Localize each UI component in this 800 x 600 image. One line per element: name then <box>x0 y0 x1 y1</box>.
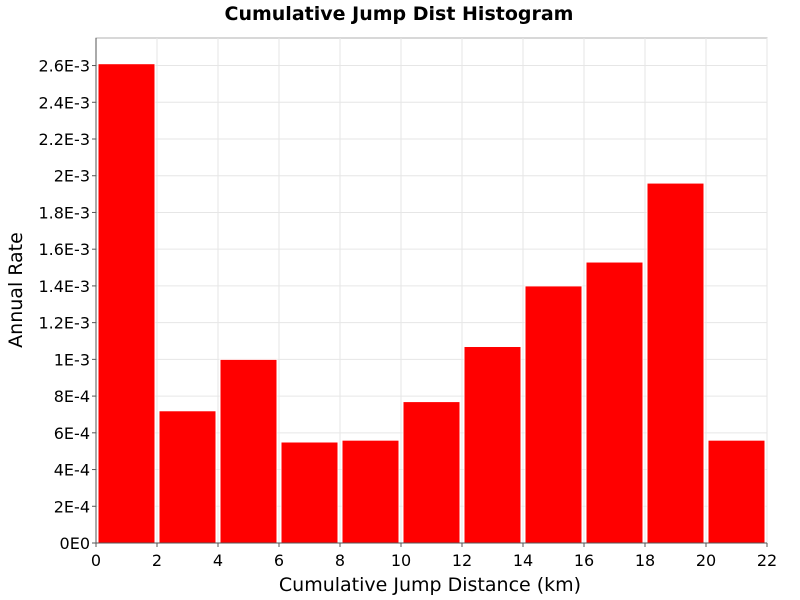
histogram-bar <box>646 182 705 544</box>
x-tick-label: 6 <box>274 551 284 570</box>
x-tick-label: 20 <box>696 551 716 570</box>
histogram-bar <box>402 401 461 544</box>
y-tick-label: 8E-4 <box>54 387 90 406</box>
y-tick-label: 1E-3 <box>54 350 90 369</box>
y-tick-label: 1.8E-3 <box>38 203 90 222</box>
x-axis-label: Cumulative Jump Distance (km) <box>279 574 581 596</box>
x-tick-label: 14 <box>513 551 533 570</box>
y-tick-label: 4E-4 <box>54 461 90 480</box>
histogram-bar <box>463 346 522 544</box>
y-tick-label: 6E-4 <box>54 424 90 443</box>
y-tick-label: 1.2E-3 <box>38 314 90 333</box>
histogram-bar <box>280 441 339 544</box>
y-tick-label: 1.4E-3 <box>38 277 90 296</box>
x-tick-label: 8 <box>335 551 345 570</box>
y-tick-label: 2.6E-3 <box>38 57 90 76</box>
histogram-bar <box>524 285 583 544</box>
y-tick-label: 2E-3 <box>54 167 90 186</box>
y-axis-label: Annual Rate <box>5 232 27 348</box>
x-tick-label: 2 <box>152 551 162 570</box>
bars <box>97 63 766 544</box>
histogram-bar <box>158 410 217 544</box>
x-tick-label: 22 <box>757 551 777 570</box>
y-tick-label: 1.6E-3 <box>38 240 90 259</box>
y-tick-label: 0E0 <box>60 534 90 553</box>
histogram-bar <box>585 261 644 544</box>
x-tick-label: 4 <box>213 551 223 570</box>
y-tick-label: 2E-4 <box>54 497 90 516</box>
y-tick-label: 2.4E-3 <box>38 93 90 112</box>
x-tick-label: 10 <box>391 551 411 570</box>
x-tick-label: 18 <box>635 551 655 570</box>
x-tick-label: 16 <box>574 551 594 570</box>
x-tick-label: 0 <box>91 551 101 570</box>
chart-title: Cumulative Jump Dist Histogram <box>225 3 574 25</box>
axes: 0 2 4 6 8 10 12 14 16 18 20 22 0E0 2E-4 4E-4 6E-4 8E-4 1E… <box>38 38 777 570</box>
histogram-bar <box>219 358 278 544</box>
x-tick-label: 12 <box>452 551 472 570</box>
histogram-bar <box>97 63 156 544</box>
histogram-bar <box>341 439 400 544</box>
histogram-bar <box>707 439 766 544</box>
y-tick-label: 2.2E-3 <box>38 130 90 149</box>
